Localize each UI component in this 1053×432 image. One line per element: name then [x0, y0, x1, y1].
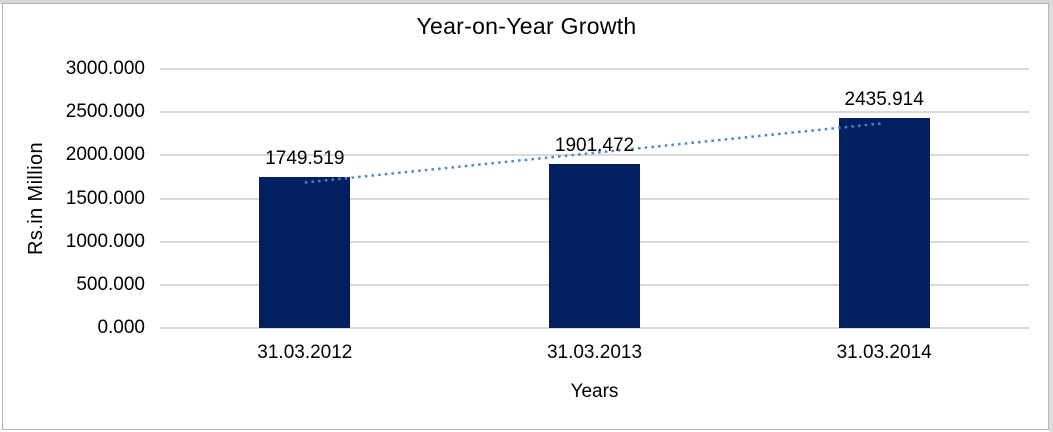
gridline	[160, 68, 1029, 70]
y-tick-label: 1500.000	[65, 187, 145, 209]
y-tick-label: 2000.000	[65, 144, 145, 166]
bar-data-label: 2435.914	[844, 88, 924, 110]
x-category-label: 31.03.2013	[546, 342, 643, 363]
x-axis-title: Years	[570, 381, 619, 402]
bar	[838, 117, 930, 328]
bar-data-label: 1901.472	[554, 134, 635, 156]
y-tick-label: 1000.000	[65, 230, 145, 252]
y-tick-label: 500.000	[76, 273, 145, 295]
frame-top-strip	[0, 0, 1053, 4]
bar	[259, 176, 351, 328]
frame-right-strip	[1049, 0, 1053, 432]
bar-data-label: 1749.519	[265, 147, 345, 169]
gridline	[160, 111, 1029, 114]
y-tick-label: 0.000	[97, 317, 145, 338]
x-category-label: 31.03.2012	[257, 342, 353, 363]
y-tick-label: 2500.000	[65, 101, 145, 123]
chart-title: Year-on-Year Growth	[416, 13, 637, 39]
x-category-label: 31.03.2014	[836, 342, 932, 363]
bar	[549, 163, 640, 328]
gridline	[160, 327, 1029, 329]
y-tick-label: 3000.000	[65, 58, 145, 79]
